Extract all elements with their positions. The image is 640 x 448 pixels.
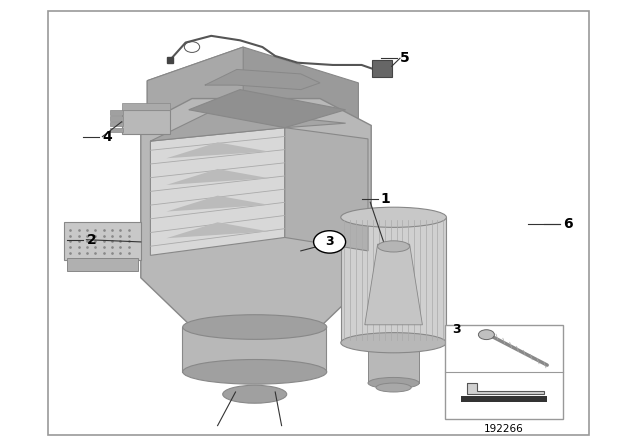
PathPatch shape xyxy=(166,142,269,158)
Bar xyxy=(110,116,123,121)
PathPatch shape xyxy=(285,128,368,251)
Text: 192266: 192266 xyxy=(484,424,524,434)
Ellipse shape xyxy=(183,359,327,384)
Bar xyxy=(461,396,547,402)
PathPatch shape xyxy=(141,99,371,327)
Text: 2: 2 xyxy=(86,233,96,247)
Bar xyxy=(122,103,170,110)
PathPatch shape xyxy=(147,47,358,146)
Bar xyxy=(110,122,123,126)
Bar xyxy=(110,110,123,115)
PathPatch shape xyxy=(166,196,269,211)
PathPatch shape xyxy=(147,47,243,146)
PathPatch shape xyxy=(150,128,285,255)
FancyBboxPatch shape xyxy=(64,222,141,260)
FancyBboxPatch shape xyxy=(372,60,392,77)
Ellipse shape xyxy=(341,332,447,353)
Text: 3: 3 xyxy=(325,235,334,249)
Ellipse shape xyxy=(368,377,419,388)
Bar xyxy=(368,340,419,383)
Text: 3: 3 xyxy=(452,323,461,336)
Ellipse shape xyxy=(341,207,447,228)
PathPatch shape xyxy=(166,222,269,238)
Bar xyxy=(48,11,589,435)
Ellipse shape xyxy=(378,241,410,252)
PathPatch shape xyxy=(365,244,422,325)
Ellipse shape xyxy=(223,385,287,403)
Circle shape xyxy=(314,231,346,253)
Text: 5: 5 xyxy=(400,51,410,65)
Text: 1: 1 xyxy=(381,192,390,207)
PathPatch shape xyxy=(340,217,447,343)
FancyBboxPatch shape xyxy=(122,110,170,134)
Text: 4: 4 xyxy=(102,129,112,144)
Text: 6: 6 xyxy=(563,217,573,231)
Bar xyxy=(67,258,138,271)
Ellipse shape xyxy=(183,314,327,340)
Bar xyxy=(445,325,563,419)
PathPatch shape xyxy=(189,90,346,128)
Bar xyxy=(110,128,123,132)
Ellipse shape xyxy=(376,383,412,392)
PathPatch shape xyxy=(166,169,269,185)
PathPatch shape xyxy=(150,110,346,141)
PathPatch shape xyxy=(467,383,544,394)
PathPatch shape xyxy=(182,327,326,372)
Ellipse shape xyxy=(479,330,495,340)
PathPatch shape xyxy=(205,69,320,90)
